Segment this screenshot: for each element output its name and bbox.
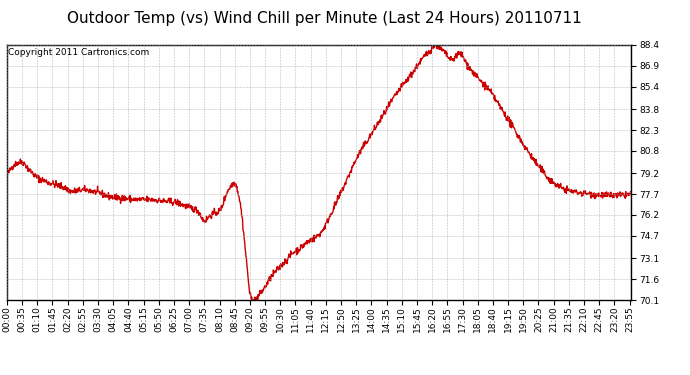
Text: Copyright 2011 Cartronics.com: Copyright 2011 Cartronics.com (8, 48, 150, 57)
Text: Outdoor Temp (vs) Wind Chill per Minute (Last 24 Hours) 20110711: Outdoor Temp (vs) Wind Chill per Minute … (67, 11, 582, 26)
